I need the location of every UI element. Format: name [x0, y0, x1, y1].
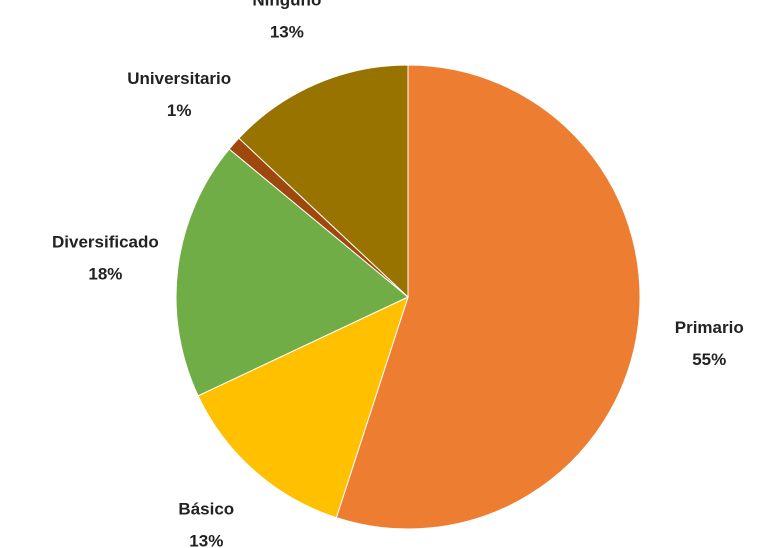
pie-slice — [197, 296, 409, 519]
pie-slice — [335, 64, 641, 530]
slice-value-label: 18% — [88, 264, 122, 283]
pie-slice — [238, 64, 409, 299]
slice-label: Básico — [178, 499, 234, 518]
slice-value-label: 13% — [270, 23, 304, 42]
slice-value-label: 55% — [692, 350, 726, 369]
slice-label: Universitario — [127, 69, 231, 88]
slice-label: Diversificado — [52, 232, 159, 251]
slice-label: Ninguno — [252, 0, 321, 10]
slice-label: Primario — [675, 318, 744, 337]
pie-slice — [175, 148, 409, 397]
slice-value-label: 1% — [167, 101, 192, 120]
slice-value-label: 13% — [189, 531, 223, 548]
